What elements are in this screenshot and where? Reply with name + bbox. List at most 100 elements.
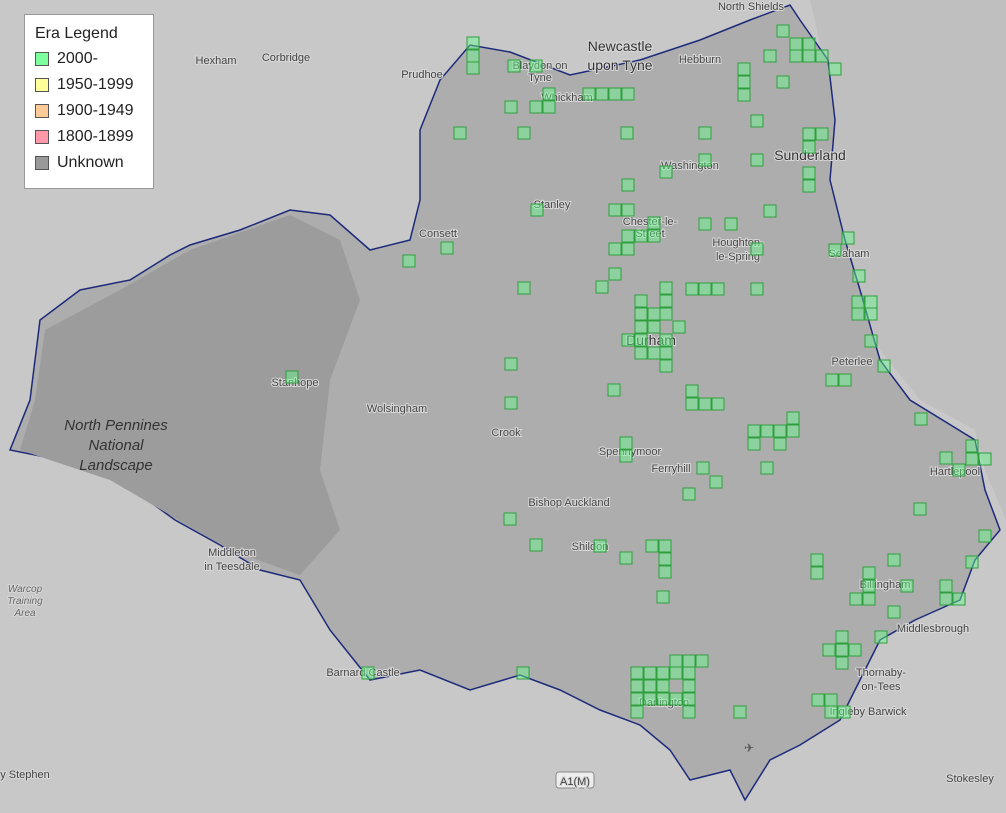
record-square	[516, 666, 530, 680]
legend-label: 1800-1899	[57, 128, 134, 145]
record-square	[835, 630, 849, 644]
place-label: North Pennines	[64, 417, 168, 434]
place-label: upon Tyne	[587, 57, 652, 73]
legend-label: 1950-1999	[57, 76, 134, 93]
record-square	[619, 449, 633, 463]
record-square	[634, 333, 648, 347]
record-square	[542, 87, 556, 101]
record-square	[724, 217, 738, 231]
record-square	[659, 294, 673, 308]
record-square	[658, 552, 672, 566]
record-square	[815, 49, 829, 63]
legend: Era Legend 2000- 1950-1999 1900-1949 1800-1…	[24, 14, 154, 189]
record-square	[824, 705, 838, 719]
legend-label: Unknown	[57, 154, 124, 171]
place-label: Consett	[419, 228, 457, 240]
record-square	[643, 692, 657, 706]
national-landscape	[20, 215, 360, 575]
record-square	[851, 295, 865, 309]
record-square	[466, 61, 480, 75]
legend-item: 2000-	[35, 46, 143, 72]
record-square	[939, 579, 953, 593]
place-label: Wolsingham	[367, 403, 427, 415]
record-square	[503, 512, 517, 526]
record-square	[887, 605, 901, 619]
record-square	[965, 452, 979, 466]
record-square	[852, 269, 866, 283]
record-square	[608, 203, 622, 217]
record-square	[737, 88, 751, 102]
record-square	[608, 267, 622, 281]
record-square	[466, 49, 480, 63]
record-square	[952, 463, 966, 477]
record-square	[682, 666, 696, 680]
record-square	[802, 140, 816, 154]
place-label: Bishop Auckland	[528, 497, 609, 509]
record-square	[504, 396, 518, 410]
record-square	[802, 166, 816, 180]
legend-swatch	[35, 104, 49, 118]
place-label: Crook	[491, 427, 521, 439]
record-square	[621, 229, 635, 243]
record-square	[669, 654, 683, 668]
place-label: Shildon	[572, 541, 609, 553]
record-square	[737, 75, 751, 89]
record-square	[672, 320, 686, 334]
record-square	[669, 666, 683, 680]
record-square	[786, 424, 800, 438]
record-square	[659, 307, 673, 321]
record-square	[838, 373, 852, 387]
record-square	[630, 679, 644, 693]
record-square	[841, 231, 855, 245]
place-label: Spennymoor	[599, 446, 662, 458]
record-square	[659, 346, 673, 360]
record-square	[634, 307, 648, 321]
record-square	[507, 59, 521, 73]
record-square	[647, 229, 661, 243]
record-square	[698, 217, 712, 231]
record-square	[529, 59, 543, 73]
record-square	[862, 579, 876, 593]
record-square	[682, 679, 696, 693]
record-square	[621, 178, 635, 192]
record-square	[773, 437, 787, 451]
place-label: Ingleby Barwick	[829, 706, 907, 718]
record-square	[656, 590, 670, 604]
record-square	[529, 538, 543, 552]
record-square	[862, 566, 876, 580]
record-square	[913, 502, 927, 516]
record-square	[978, 529, 992, 543]
place-label: Sunderland	[774, 147, 846, 163]
record-square	[647, 320, 661, 334]
record-square	[698, 282, 712, 296]
record-square	[582, 87, 596, 101]
record-square	[669, 692, 683, 706]
place-label: y Stephen	[0, 769, 50, 781]
place-label: Middleton	[208, 547, 256, 559]
record-square	[285, 370, 299, 384]
record-square	[750, 242, 764, 256]
record-square	[965, 439, 979, 453]
place-label: le-Spring	[716, 251, 760, 263]
record-square	[630, 692, 644, 706]
record-square	[828, 243, 842, 257]
record-square	[874, 630, 888, 644]
record-square	[593, 539, 607, 553]
place-label: Tyne	[528, 72, 552, 84]
record-square	[747, 437, 761, 451]
record-square	[789, 37, 803, 51]
sea-area	[0, 0, 1006, 520]
record-square	[621, 242, 635, 256]
place-label: Chester-le-	[623, 216, 678, 228]
record-square	[504, 357, 518, 371]
road-shield	[555, 771, 595, 789]
record-square	[634, 320, 648, 334]
record-square	[939, 451, 953, 465]
record-square	[750, 114, 764, 128]
record-square	[656, 692, 670, 706]
record-square	[402, 254, 416, 268]
place-label: Middlesbrough	[897, 623, 969, 635]
record-square	[608, 242, 622, 256]
place-label: Landscape	[79, 457, 152, 474]
